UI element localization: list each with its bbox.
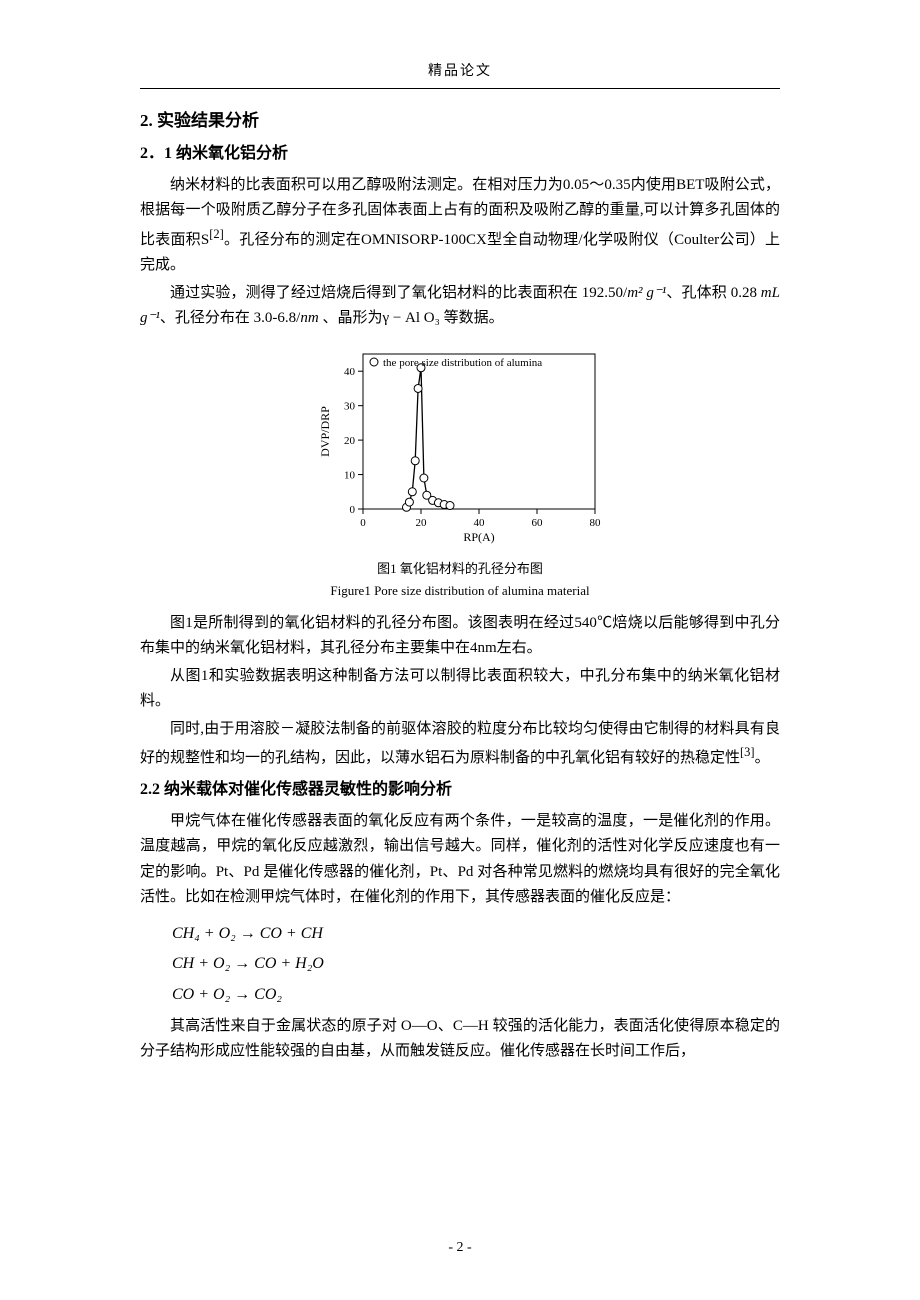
para-2-1-1: 纳米材料的比表面积可以用乙醇吸附法测定。在相对压力为0.05～0.35内使用BE… bbox=[140, 173, 780, 279]
chart-pore-size: 020406080010203040RP(A)DVP/DRPthe pore s… bbox=[315, 342, 605, 547]
svg-text:80: 80 bbox=[590, 517, 602, 529]
para-2-1-3: 图1是所制得到的氧化铝材料的孔径分布图。该图表明在经过540℃焙烧以后能够得到中… bbox=[140, 611, 780, 662]
equations-block: CH₄ + O₂ → CO + CH CH + O₂ → CO + H₂O CO… bbox=[172, 919, 780, 1010]
ref-2: [2] bbox=[209, 227, 224, 241]
para-2-2-2: 其高活性来自于金属状态的原子对 O—O、C—H 较强的活化能力，表面活化使得原本… bbox=[140, 1014, 780, 1065]
figure-1-caption-en: Figure1 Pore size distribution of alumin… bbox=[140, 580, 780, 602]
unit-nm: nm bbox=[300, 310, 318, 326]
header-rule bbox=[140, 88, 780, 89]
p2b: 、孔体积 0.28 bbox=[666, 285, 757, 301]
unit-m2g: m² g⁻¹ bbox=[627, 285, 666, 301]
para-2-1-2: 通过实验，测得了经过焙烧后得到了氧化铝材料的比表面积在 192.50/m² g⁻… bbox=[140, 281, 780, 332]
page-number: - 2 - bbox=[140, 1236, 780, 1260]
p1-text-b: 。孔径分布的测定在OMNISORP-100CX型全自动物理/化学吸附仪（Coul… bbox=[140, 232, 780, 274]
svg-text:RP(A): RP(A) bbox=[463, 530, 494, 544]
svg-text:40: 40 bbox=[344, 366, 356, 378]
page-header: 精品论文 bbox=[140, 60, 780, 84]
p5b: 。 bbox=[755, 750, 770, 766]
svg-text:0: 0 bbox=[350, 504, 356, 516]
svg-text:20: 20 bbox=[344, 435, 356, 447]
ref-3: [3] bbox=[740, 745, 755, 759]
para-2-1-5: 同时,由于用溶胶－凝胶法制备的前驱体溶胶的粒度分布比较均匀使得由它制得的材料具有… bbox=[140, 717, 780, 772]
svg-text:30: 30 bbox=[344, 401, 356, 413]
section-2-title: 2. 实验结果分析 bbox=[140, 107, 780, 136]
section-2-2-title: 2.2 纳米载体对催化传感器灵敏性的影响分析 bbox=[140, 776, 780, 803]
equation-3: CO + O₂ → CO₂ bbox=[172, 980, 780, 1010]
figure-1-caption-cn: 图1 氧化铝材料的孔径分布图 bbox=[140, 558, 780, 580]
svg-text:10: 10 bbox=[344, 469, 356, 481]
p2d: 、晶形为γ − Al O₃ 等数据。 bbox=[319, 310, 504, 326]
section-2-1-title: 2．1 纳米氧化铝分析 bbox=[140, 140, 780, 167]
svg-text:0: 0 bbox=[360, 517, 366, 529]
p2a: 通过实验，测得了经过焙烧后得到了氧化铝材料的比表面积在 192.50/ bbox=[170, 285, 627, 301]
equation-1: CH₄ + O₂ → CO + CH bbox=[172, 919, 780, 949]
svg-text:60: 60 bbox=[532, 517, 544, 529]
svg-text:40: 40 bbox=[474, 517, 486, 529]
p5a: 同时,由于用溶胶－凝胶法制备的前驱体溶胶的粒度分布比较均匀使得由它制得的材料具有… bbox=[140, 721, 780, 767]
svg-text:20: 20 bbox=[416, 517, 428, 529]
para-2-2-1: 甲烷气体在催化传感器表面的氧化反应有两个条件，一是较高的温度，一是催化剂的作用。… bbox=[140, 809, 780, 911]
equation-2: CH + O₂ → CO + H₂O bbox=[172, 949, 780, 979]
para-2-1-4: 从图1和实验数据表明这种制备方法可以制得比表面积较大，中孔分布集中的纳米氧化铝材… bbox=[140, 664, 780, 715]
svg-text:DVP/DRP: DVP/DRP bbox=[318, 406, 332, 457]
svg-text:the pore size distribution of: the pore size distribution of alumina bbox=[383, 357, 542, 369]
figure-1: 020406080010203040RP(A)DVP/DRPthe pore s… bbox=[140, 342, 780, 603]
p2c: 、孔径分布在 3.0-6.8/ bbox=[160, 310, 300, 326]
